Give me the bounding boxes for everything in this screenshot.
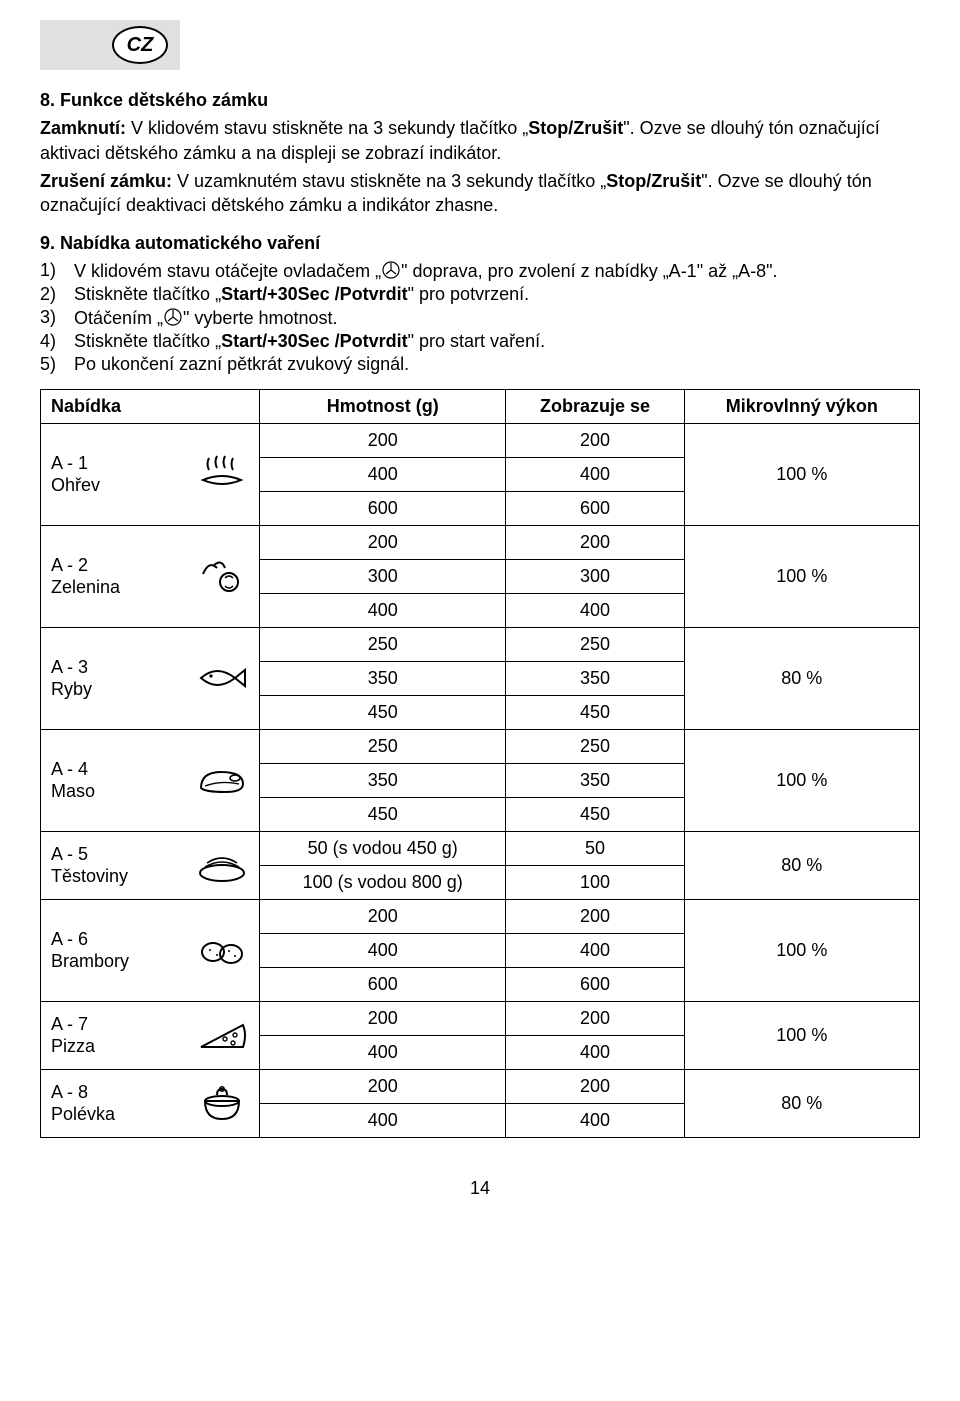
pasta-icon — [195, 843, 249, 887]
th-weight: Hmotnost (g) — [260, 389, 506, 423]
weight-cell: 350 — [260, 661, 506, 695]
weight-cell: 400 — [260, 1103, 506, 1137]
th-display: Zobrazuje se — [506, 389, 684, 423]
weight-cell: 200 — [260, 423, 506, 457]
menu-cell: A - 8Polévka — [41, 1069, 260, 1137]
weight-cell: 450 — [260, 797, 506, 831]
section8-title: 8. Funkce dětského zámku — [40, 88, 920, 112]
country-badge: CZ — [112, 26, 168, 64]
menu-cell: A - 2Zelenina — [41, 525, 260, 627]
weight-cell: 300 — [260, 559, 506, 593]
list-item-body: Po ukončení zazní pětkrát zvukový signál… — [74, 354, 920, 375]
weight-cell: 200 — [260, 899, 506, 933]
menu-cell: A - 1Ohřev — [41, 423, 260, 525]
menu-label: A - 1Ohřev — [51, 452, 100, 497]
weight-cell: 250 — [260, 627, 506, 661]
display-cell: 450 — [506, 797, 684, 831]
power-cell: 80 % — [684, 831, 919, 899]
display-cell: 200 — [506, 423, 684, 457]
power-cell: 100 % — [684, 525, 919, 627]
cooking-table: Nabídka Hmotnost (g) Zobrazuje se Mikrov… — [40, 389, 920, 1138]
weight-cell: 450 — [260, 695, 506, 729]
section8-unlock-paragraph: Zrušení zámku: V uzamknutém stavu stiskn… — [40, 169, 920, 218]
display-cell: 400 — [506, 933, 684, 967]
section8-lock-paragraph: Zamknutí: V klidovém stavu stiskněte na … — [40, 116, 920, 165]
th-menu: Nabídka — [41, 389, 260, 423]
menu-cell: A - 3Ryby — [41, 627, 260, 729]
display-cell: 600 — [506, 491, 684, 525]
menu-cell: A - 4Maso — [41, 729, 260, 831]
list-item-number: 2) — [40, 284, 74, 305]
power-cell: 100 % — [684, 899, 919, 1001]
display-cell: 450 — [506, 695, 684, 729]
display-cell: 400 — [506, 593, 684, 627]
menu-cell: A - 5Těstoviny — [41, 831, 260, 899]
menu-label: A - 5Těstoviny — [51, 843, 128, 888]
list-item-body: V klidovém stavu otáčejte ovladačem „" d… — [74, 260, 920, 282]
menu-label: A - 4Maso — [51, 758, 95, 803]
pizza-icon — [195, 1013, 249, 1057]
header-grey-strip: CZ — [40, 20, 180, 70]
display-cell: 200 — [506, 1069, 684, 1103]
list-item-body: Otáčením „" vyberte hmotnost. — [74, 307, 920, 329]
weight-cell: 50 (s vodou 450 g) — [260, 831, 506, 865]
menu-label: A - 3Ryby — [51, 656, 92, 701]
fish-icon — [195, 656, 249, 700]
weight-cell: 200 — [260, 525, 506, 559]
knob-icon — [381, 260, 401, 280]
display-cell: 100 — [506, 865, 684, 899]
power-cell: 100 % — [684, 1001, 919, 1069]
weight-cell: 200 — [260, 1001, 506, 1035]
display-cell: 200 — [506, 899, 684, 933]
menu-label: A - 6Brambory — [51, 928, 129, 973]
th-power: Mikrovlnný výkon — [684, 389, 919, 423]
section9-title: 9. Nabídka automatického vaření — [40, 231, 920, 255]
weight-cell: 600 — [260, 967, 506, 1001]
display-cell: 400 — [506, 1035, 684, 1069]
section9-list: 1) V klidovém stavu otáčejte ovladačem „… — [40, 260, 920, 375]
menu-label: A - 8Polévka — [51, 1081, 115, 1126]
meat-icon — [195, 758, 249, 802]
knob-icon — [163, 307, 183, 327]
weight-cell: 400 — [260, 593, 506, 627]
weight-cell: 400 — [260, 1035, 506, 1069]
weight-cell: 400 — [260, 457, 506, 491]
list-item-number: 1) — [40, 260, 74, 281]
display-cell: 600 — [506, 967, 684, 1001]
list-item-body: Stiskněte tlačítko „Start/+30Sec /Potvrd… — [74, 331, 920, 352]
weight-cell: 100 (s vodou 800 g) — [260, 865, 506, 899]
power-cell: 100 % — [684, 423, 919, 525]
veg-icon — [195, 554, 249, 598]
display-cell: 350 — [506, 661, 684, 695]
weight-cell: 200 — [260, 1069, 506, 1103]
list-item-number: 4) — [40, 331, 74, 352]
display-cell: 400 — [506, 1103, 684, 1137]
list-item-number: 3) — [40, 307, 74, 328]
power-cell: 80 % — [684, 1069, 919, 1137]
display-cell: 50 — [506, 831, 684, 865]
potato-icon — [195, 928, 249, 972]
soup-icon — [195, 1081, 249, 1125]
menu-label: A - 7Pizza — [51, 1013, 95, 1058]
weight-cell: 600 — [260, 491, 506, 525]
power-cell: 100 % — [684, 729, 919, 831]
power-cell: 80 % — [684, 627, 919, 729]
display-cell: 400 — [506, 457, 684, 491]
weight-cell: 350 — [260, 763, 506, 797]
menu-cell: A - 7Pizza — [41, 1001, 260, 1069]
display-cell: 200 — [506, 1001, 684, 1035]
weight-cell: 400 — [260, 933, 506, 967]
menu-label: A - 2Zelenina — [51, 554, 120, 599]
display-cell: 350 — [506, 763, 684, 797]
list-item-body: Stiskněte tlačítko „Start/+30Sec /Potvrd… — [74, 284, 920, 305]
list-item-number: 5) — [40, 354, 74, 375]
display-cell: 300 — [506, 559, 684, 593]
reheat-icon — [195, 452, 249, 496]
display-cell: 250 — [506, 729, 684, 763]
display-cell: 200 — [506, 525, 684, 559]
weight-cell: 250 — [260, 729, 506, 763]
page-number: 14 — [40, 1178, 920, 1199]
menu-cell: A - 6Brambory — [41, 899, 260, 1001]
display-cell: 250 — [506, 627, 684, 661]
